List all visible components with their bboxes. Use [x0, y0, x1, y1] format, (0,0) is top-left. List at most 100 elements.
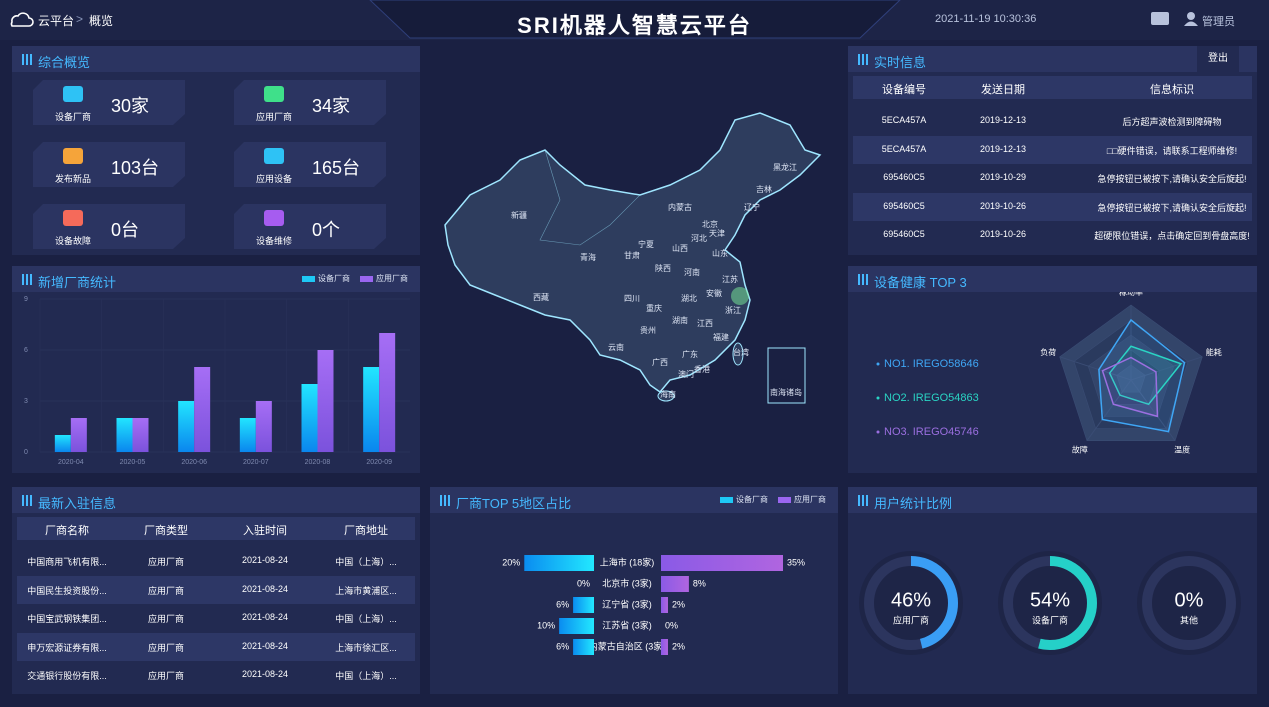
right-value-label: 0%	[665, 620, 678, 630]
legend-label: 应用厂商	[376, 274, 408, 283]
donut-bg	[1137, 551, 1241, 655]
user-icon-body	[1184, 21, 1198, 26]
table-cell: 后方超声波检测到障碍物	[1122, 117, 1222, 127]
stat-card: 设备故障 0台	[33, 204, 185, 249]
donut-arc	[1003, 556, 1097, 650]
province-label: 海南	[660, 389, 676, 399]
chart-svg: 上海市 (18家) 20% 35% 北京市 (3家) 0% 8% 辽宁省 (3家) 6% 2% 江…	[502, 555, 805, 655]
bar	[301, 384, 318, 452]
donut-bg	[859, 551, 963, 655]
vendor-chart-panel: 新增厂商统计 设备厂商 应用厂商 0 3 6 9 2020-04 2020-05 2020-06 2…	[12, 266, 420, 473]
logout-button[interactable]: 登出	[1197, 46, 1239, 72]
donut-label: 其他	[1180, 614, 1198, 625]
message-icon[interactable]	[1151, 12, 1169, 25]
province-label: 河南	[684, 267, 700, 277]
panel-title-bar: 实时信息	[848, 46, 1257, 72]
province-label: 广东	[682, 349, 698, 359]
column-header: 厂商名称	[45, 525, 89, 537]
donut-label: 应用厂商	[893, 614, 929, 625]
title-icon-bar	[30, 495, 32, 506]
province-label: 山西	[672, 243, 688, 253]
radar-series	[1098, 318, 1186, 433]
user-name[interactable]: 管理员	[1202, 16, 1235, 28]
table-cell: 中国（上海）...	[335, 671, 397, 681]
stat-label: 设备故障	[54, 236, 91, 246]
stat-value: 0个	[312, 220, 341, 240]
province-label: 天津	[709, 228, 725, 238]
category-label: 内蒙古自治区 (3家)	[589, 640, 666, 651]
panel-title: 厂商TOP 5地区占比	[456, 496, 572, 511]
stat-label: 应用厂商	[255, 112, 292, 122]
column-header: 厂商地址	[344, 525, 388, 537]
radar-series	[1101, 356, 1159, 418]
realtime-panel: 实时信息 登出 设备编号 发送日期 信息标识 5ECA457A 2019-12-13 后方超声…	[848, 46, 1257, 255]
breadcrumb-root[interactable]: 云平台	[38, 14, 75, 28]
table-cell: 695460C5	[883, 200, 925, 211]
x-tick-label: 2020-04	[58, 459, 84, 466]
table-cell: 交通银行股份有限...	[27, 671, 107, 681]
table-cell: 695460C5	[883, 229, 925, 239]
donut-label: 设备厂商	[1032, 614, 1068, 625]
stat-value: 0台	[111, 220, 140, 240]
cloud-icon	[10, 12, 34, 27]
table-cell: 2021-08-24	[241, 583, 289, 594]
province-label: 山东	[712, 248, 728, 258]
table-cell: 上海市徐汇区...	[335, 642, 397, 653]
legend-swatch	[302, 276, 315, 282]
province-label: 甘肃	[624, 250, 640, 260]
stat-icon	[264, 210, 284, 226]
title-icon-bar	[26, 54, 28, 65]
table-cell: 应用厂商	[147, 585, 184, 596]
legend-swatch	[360, 276, 373, 282]
donut-value: 46%	[891, 589, 931, 611]
title-icon-bar	[862, 54, 864, 65]
title-icon-bar	[858, 274, 860, 285]
title-icon-bar	[22, 274, 24, 285]
stat-icon	[63, 86, 83, 102]
header-decor	[10, 0, 1198, 39]
table-cell: 急停按钮已被按下,请确认安全后旋起!	[1097, 174, 1247, 184]
left-bar	[524, 555, 594, 571]
legend-label: NO2. IREGO54863	[884, 392, 979, 404]
bar	[363, 367, 380, 452]
stat-value: 165台	[312, 158, 361, 178]
right-bar	[661, 639, 668, 655]
shanghai-glow	[731, 287, 749, 305]
radar-spoke	[1130, 379, 1176, 441]
chart-svg: 46% 应用厂商 54% 设备厂商 0% 其他	[859, 551, 1241, 655]
province-label: 澳门	[678, 369, 694, 379]
bar	[239, 418, 256, 452]
title-icon-bar	[862, 274, 864, 285]
left-value-label: 10%	[537, 620, 555, 630]
category-label: 辽宁省 (3家)	[602, 598, 652, 609]
panel-title-bar: 新增厂商统计	[12, 266, 420, 292]
left-bar	[573, 639, 594, 655]
legend-label: 应用厂商	[794, 495, 826, 504]
province-label: 西藏	[533, 292, 549, 302]
right-bar	[661, 555, 783, 571]
datetime: 2021-11-19 10:30:36	[935, 13, 1037, 25]
bar	[255, 401, 272, 452]
title-icon-bar	[30, 54, 32, 65]
province-label: 黑龙江	[773, 162, 797, 172]
breadcrumb-sep: >	[76, 12, 84, 26]
table-cell: 中国宝武钢铁集团...	[27, 614, 107, 624]
left-value-label: 0%	[577, 578, 590, 588]
left-value-label: 20%	[502, 557, 520, 567]
province-label: 江苏	[722, 274, 738, 284]
province-label: 贵州	[640, 325, 656, 335]
province-label: 河北	[691, 233, 707, 243]
right-value-label: 35%	[787, 557, 805, 567]
table-cell: 中国民生投资股份...	[27, 585, 107, 596]
stat-icon	[264, 86, 284, 102]
table-cell: 上海市黄浦区...	[335, 585, 397, 596]
stat-value: 103台	[111, 158, 160, 178]
legend-swatch	[720, 497, 733, 503]
table-cell: 应用厂商	[147, 614, 184, 624]
category-label: 北京市 (3家)	[602, 577, 652, 588]
column-header: 厂商类型	[144, 525, 188, 537]
table-cell: 超硬限位错误，点击确定回到骨盘高度!	[1094, 231, 1250, 241]
province-label: 江西	[697, 319, 713, 328]
legend-swatch	[778, 497, 791, 503]
